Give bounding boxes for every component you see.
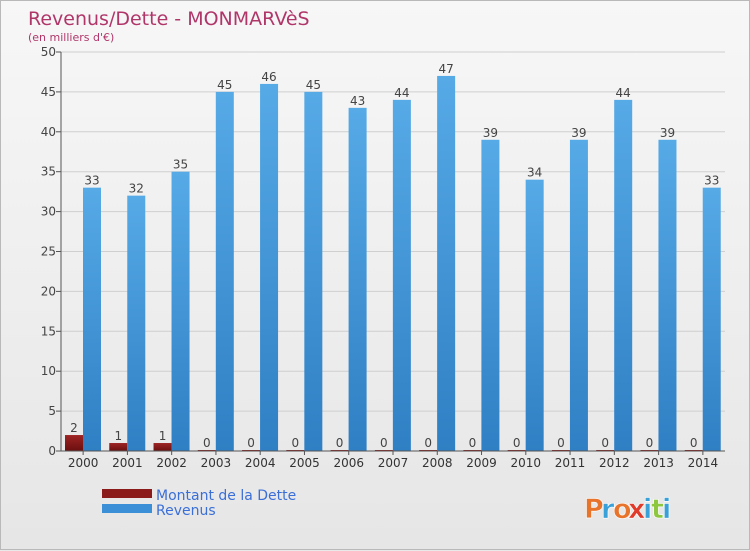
bar-revenus-2000: [83, 187, 101, 451]
x-tick-label: 2010: [511, 456, 542, 470]
chart-subtitle: (en milliers d'€): [28, 31, 114, 44]
x-tick-label: 2012: [599, 456, 630, 470]
bar-revenus-2010: [525, 179, 544, 451]
data-label-dette-2003: 0: [203, 436, 211, 450]
x-tick-label: 2007: [378, 456, 409, 470]
logo-letter: x: [628, 494, 645, 525]
data-label-dette-2000: 2: [70, 421, 78, 435]
logo-letter: i: [662, 494, 671, 525]
bar-revenus-2003: [215, 91, 234, 452]
data-label-dette-2005: 0: [292, 436, 300, 450]
y-tick-label: 10: [41, 364, 56, 378]
y-axis-tick-labels: 0 5 10 15 20 25 30 35 40 45 50: [41, 45, 56, 458]
logo-letter: t: [651, 494, 664, 525]
legend-label-revenus: Revenus: [156, 503, 216, 519]
y-tick-label: 25: [41, 245, 56, 259]
bar-revenus-2013: [658, 139, 677, 451]
data-label-dette-2010: 0: [513, 436, 521, 450]
data-label-dette-2004: 0: [247, 436, 255, 450]
data-label-revenus-2003: 45: [217, 78, 232, 92]
x-tick-label: 2013: [643, 456, 674, 470]
bar-revenus-2012: [614, 99, 633, 451]
data-label-revenus-2012: 44: [616, 86, 631, 100]
data-label-dette-2012: 0: [601, 436, 609, 450]
data-label-revenus-2004: 46: [261, 70, 276, 84]
logo-letter: i: [643, 494, 652, 525]
x-tick-label: 2003: [201, 456, 232, 470]
bar-revenus-2006: [348, 107, 367, 452]
data-label-dette-2008: 0: [424, 436, 432, 450]
bar-dette-2002: [153, 443, 172, 451]
data-label-dette-2013: 0: [646, 436, 654, 450]
x-axis-tick-labels: 2000 2001 2002 2003 2004 2005 2006 2007 2008 2009…: [68, 451, 718, 470]
x-tick-label: 2000: [68, 456, 99, 470]
data-label-dette-2002: 1: [159, 429, 167, 443]
bar-revenus-2001: [127, 195, 146, 451]
bar-revenus-2008: [437, 75, 456, 451]
data-label-dette-2014: 0: [690, 436, 698, 450]
data-label-revenus-2009: 39: [483, 126, 498, 140]
y-tick-label: 0: [48, 444, 56, 458]
axes: [60, 52, 725, 452]
bars: [65, 75, 721, 452]
data-label-revenus-2014: 33: [704, 174, 719, 188]
bar-revenus-2014: [702, 187, 721, 451]
y-tick-label: 30: [41, 205, 56, 219]
y-tick-label: 15: [41, 324, 56, 338]
data-label-revenus-2002: 35: [173, 158, 188, 172]
data-label-revenus-2001: 32: [129, 182, 144, 196]
bar-revenus-2002: [171, 171, 190, 451]
x-tick-label: 2005: [289, 456, 320, 470]
y-tick-label: 40: [41, 125, 56, 139]
data-labels: 2 33 1 32 1 35 0 45 0 46 0 45 0 43 0 44 0 47 0 39 0 34 0 39 0 44 0…: [70, 62, 719, 450]
data-label-dette-2007: 0: [380, 436, 388, 450]
legend-label-debt: Montant de la Dette: [156, 488, 296, 504]
y-tick-label: 5: [48, 404, 56, 418]
x-tick-label: 2008: [422, 456, 453, 470]
data-label-revenus-2007: 44: [394, 86, 409, 100]
logo-letter: o: [613, 494, 632, 525]
bar-revenus-2004: [260, 83, 279, 452]
bar-revenus-2011: [569, 139, 588, 451]
chart-title: Revenus/Dette - MONMARVèS: [28, 8, 310, 30]
data-label-dette-2009: 0: [469, 436, 477, 450]
data-label-dette-2006: 0: [336, 436, 344, 450]
y-tick-label: 45: [41, 85, 56, 99]
data-label-revenus-2005: 45: [306, 78, 321, 92]
data-label-revenus-2013: 39: [660, 126, 675, 140]
bar-revenus-2005: [304, 91, 323, 452]
bar-dette-2001: [109, 443, 128, 451]
x-tick-label: 2014: [688, 456, 719, 470]
logo-letter: P: [584, 494, 604, 525]
legend-swatch-revenus: [102, 504, 152, 513]
y-tick-label: 50: [41, 45, 56, 59]
data-label-revenus-2011: 39: [571, 126, 586, 140]
data-label-revenus-2010: 34: [527, 166, 542, 180]
y-tick-label: 20: [41, 284, 56, 298]
data-label-revenus-2006: 43: [350, 94, 365, 108]
x-tick-label: 2001: [112, 456, 143, 470]
logo-letter: r: [601, 494, 615, 525]
data-label-dette-2001: 1: [114, 429, 122, 443]
bar-dette-2000: [65, 435, 83, 451]
y-tick-label: 35: [41, 165, 56, 179]
x-tick-label: 2011: [555, 456, 586, 470]
legend-swatch-debt: [102, 489, 152, 498]
data-label-revenus-2000: 33: [84, 174, 99, 188]
data-label-dette-2011: 0: [557, 436, 565, 450]
x-tick-label: 2002: [156, 456, 187, 470]
x-tick-label: 2004: [245, 456, 276, 470]
legend: Montant de la Dette Revenus: [102, 488, 296, 519]
x-tick-label: 2009: [466, 456, 497, 470]
bar-revenus-2009: [481, 139, 500, 451]
x-tick-label: 2006: [333, 456, 364, 470]
data-label-revenus-2008: 47: [438, 62, 453, 76]
bar-revenus-2007: [392, 99, 411, 451]
